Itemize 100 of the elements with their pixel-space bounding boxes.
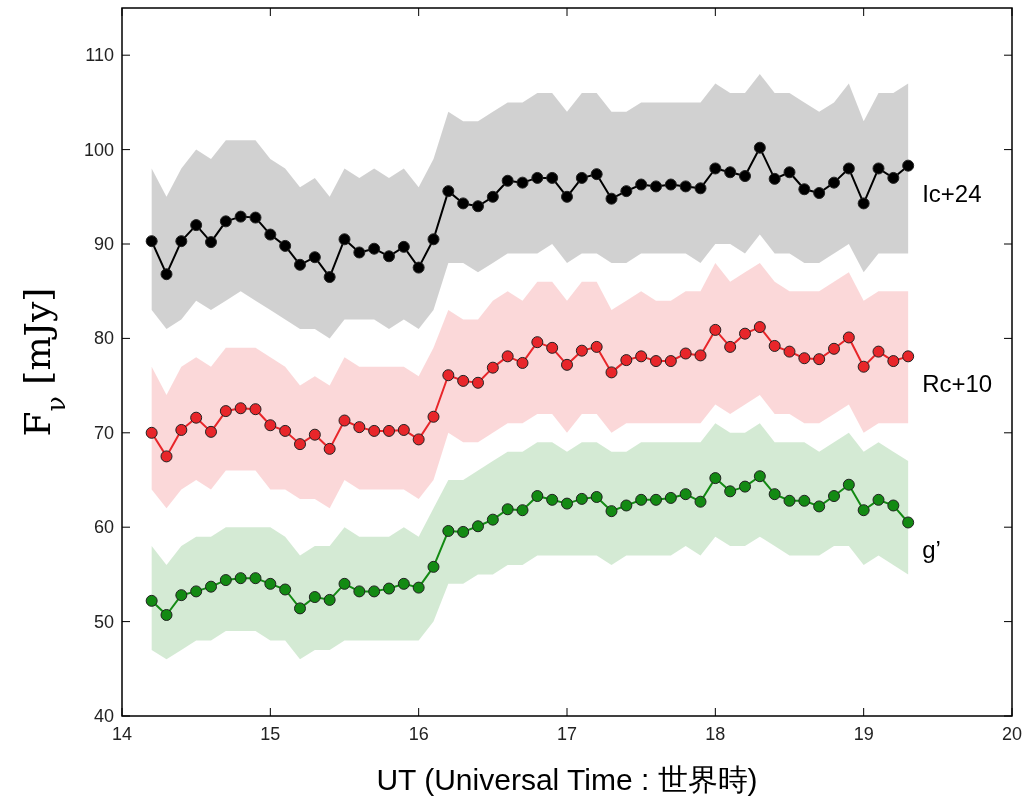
point	[353, 246, 366, 259]
point	[635, 493, 648, 506]
point	[501, 503, 514, 516]
point	[190, 411, 203, 424]
point	[175, 589, 188, 602]
point	[739, 327, 751, 340]
point	[546, 341, 559, 354]
point	[308, 251, 321, 264]
point	[264, 228, 277, 241]
point	[872, 345, 885, 358]
point	[887, 171, 900, 184]
point	[264, 419, 277, 432]
point	[160, 608, 173, 621]
point	[160, 450, 173, 463]
point	[620, 185, 633, 198]
point	[842, 478, 855, 491]
point	[383, 582, 395, 595]
point	[739, 480, 751, 493]
point	[724, 485, 737, 498]
point	[457, 525, 470, 538]
y-tick-label: 90	[93, 234, 114, 254]
point	[872, 162, 885, 175]
point	[872, 493, 885, 506]
point	[457, 197, 470, 210]
point	[219, 215, 232, 228]
point	[308, 428, 321, 441]
point	[516, 504, 529, 517]
point	[575, 344, 588, 357]
point	[397, 240, 410, 253]
point	[412, 581, 425, 594]
point	[338, 577, 351, 590]
point	[427, 560, 440, 573]
point	[249, 572, 262, 585]
point	[813, 187, 826, 200]
point	[664, 178, 677, 191]
point	[486, 190, 499, 203]
point	[190, 585, 203, 598]
point	[650, 180, 662, 193]
point	[412, 433, 425, 446]
point	[338, 233, 351, 246]
point	[160, 268, 173, 281]
point	[531, 336, 544, 349]
point	[383, 250, 395, 263]
series-label: Ic+24	[922, 179, 982, 207]
x-tick-label: 16	[408, 724, 429, 744]
point	[902, 350, 915, 363]
point	[842, 162, 855, 175]
point	[561, 190, 573, 203]
y-tick-label: 70	[93, 422, 114, 443]
point	[531, 490, 544, 503]
y-tick-label: 80	[93, 328, 114, 349]
point	[739, 170, 751, 183]
point	[679, 180, 692, 193]
x-axis-title: UT (Universal Time : 世界時)	[376, 763, 758, 796]
point	[857, 360, 870, 373]
point	[264, 577, 277, 590]
x-tick-label: 17	[556, 724, 578, 744]
y-tick-label: 60	[93, 517, 114, 538]
point	[887, 499, 900, 512]
point	[294, 258, 306, 271]
point	[828, 342, 840, 355]
point	[664, 355, 677, 368]
point	[486, 361, 499, 374]
point	[783, 494, 796, 507]
y-tick-label: 110	[85, 45, 114, 66]
point	[294, 438, 306, 451]
point	[323, 442, 336, 455]
point	[397, 423, 410, 436]
point	[635, 350, 648, 363]
point	[664, 491, 677, 504]
series-label: Rc+10	[922, 370, 993, 398]
point	[368, 424, 381, 437]
point	[857, 197, 870, 210]
point	[753, 321, 766, 334]
point	[605, 505, 618, 518]
point	[635, 178, 648, 191]
point	[798, 494, 811, 507]
point	[650, 355, 662, 368]
point	[234, 572, 247, 585]
point	[561, 358, 573, 371]
point	[679, 488, 692, 501]
point	[279, 583, 292, 596]
point	[279, 239, 292, 252]
point	[338, 414, 351, 427]
x-tick-label: 20	[1001, 724, 1023, 744]
point	[353, 421, 366, 434]
point	[368, 242, 381, 255]
point	[249, 403, 262, 416]
point	[694, 495, 707, 508]
x-tick-label: 15	[260, 724, 281, 744]
point	[605, 192, 618, 205]
point	[709, 162, 722, 175]
point	[249, 211, 262, 224]
point	[813, 500, 826, 513]
point	[679, 347, 692, 360]
point	[694, 349, 707, 362]
y-tick-label: 40	[93, 706, 114, 726]
point	[516, 176, 529, 189]
point	[205, 236, 217, 249]
point	[546, 493, 559, 506]
